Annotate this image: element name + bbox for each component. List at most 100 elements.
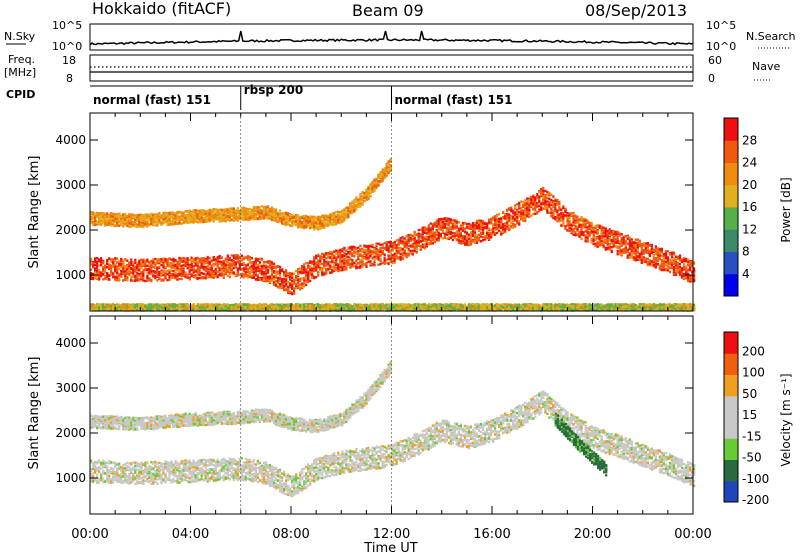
heatmap-cell: [116, 271, 119, 275]
heatmap-cell: [638, 256, 641, 259]
heatmap-cell: [397, 251, 400, 255]
heatmap-cell: [393, 258, 396, 261]
heatmap-cell: [514, 215, 517, 219]
heatmap-cell: [278, 268, 282, 271]
heatmap-cell: [154, 216, 157, 219]
heatmap-cell: [383, 254, 386, 257]
heatmap-cell: [190, 220, 193, 224]
heatmap-cell: [393, 240, 396, 244]
heatmap-cell: [174, 268, 177, 271]
heatmap-cell: [367, 244, 370, 248]
heatmap-cell: [315, 269, 318, 272]
heatmap-cell: [614, 231, 617, 235]
heatmap-cell: [325, 270, 328, 273]
heatmap-cell: [435, 219, 438, 222]
heatmap-cell: [602, 241, 605, 244]
heatmap-cell: [224, 259, 227, 262]
heatmap-cell: [439, 234, 442, 237]
heatmap-cell: [329, 250, 332, 254]
heatmap-cell: [469, 234, 473, 237]
heatmap-cell: [576, 228, 579, 231]
heatmap-cell: [437, 223, 440, 226]
heatmap-cell: [274, 274, 278, 277]
heatmap-cell: [445, 237, 448, 240]
heatmap-cell: [114, 215, 117, 219]
heatmap-cell: [220, 272, 223, 275]
heatmap-cell: [186, 216, 189, 219]
heatmap-cell: [658, 252, 661, 255]
heatmap-cell: [670, 251, 674, 254]
heatmap-cell: [608, 246, 611, 249]
heatmap-cell: [236, 271, 239, 274]
heatmap-cell: [469, 223, 473, 227]
heatmap-cell: [136, 219, 139, 223]
heatmap-cell: [146, 274, 149, 277]
heatmap-cell: [640, 261, 643, 264]
heatmap-cell: [610, 239, 613, 242]
heatmap-cell: [572, 215, 575, 218]
heatmap-cell: [351, 248, 354, 251]
heatmap-cell: [160, 274, 163, 277]
heatmap-cell: [289, 275, 292, 279]
heatmap-cell: [140, 219, 143, 222]
heatmap-cell: [164, 270, 167, 273]
heatmap-cell: [437, 227, 440, 231]
heatmap-cell: [660, 247, 663, 251]
heatmap-cell: [148, 265, 151, 268]
heatmap-cell: [568, 214, 571, 217]
heatmap-cell: [252, 261, 255, 264]
heatmap-cell: [614, 241, 617, 244]
heatmap-cell: [592, 233, 595, 236]
heatmap-cell: [532, 197, 535, 201]
heatmap-cell: [285, 269, 288, 272]
heatmap-cell: [102, 268, 105, 271]
heatmap-cell: [305, 268, 308, 271]
heatmap-cell: [682, 265, 686, 269]
heatmap-cell: [407, 252, 410, 255]
heatmap-cell: [202, 276, 205, 280]
heatmap-cell: [250, 274, 253, 277]
heatmap-cell: [449, 232, 452, 235]
heatmap-cell: [644, 258, 647, 261]
heatmap-cell: [590, 238, 593, 241]
heatmap-cell: [592, 226, 595, 229]
heatmap-cell: [445, 219, 448, 222]
heatmap-cell: [604, 239, 607, 242]
heatmap-cell: [490, 219, 493, 222]
heatmap-cell: [389, 257, 392, 261]
heatmap-cell: [504, 213, 507, 216]
heatmap-cell: [355, 266, 358, 270]
heatmap-cell: [429, 222, 432, 225]
heatmap-cell: [122, 213, 125, 216]
heatmap-cell: [602, 226, 605, 229]
heatmap-cell: [238, 255, 241, 259]
heatmap-cell: [616, 232, 619, 236]
heatmap-cell: [102, 278, 105, 281]
heatmap-cell: [443, 219, 446, 223]
heatmap-cell: [534, 197, 537, 200]
heatmap-cell: [494, 219, 497, 222]
heatmap-cell: [206, 269, 209, 272]
heatmap-cell: [206, 270, 209, 274]
heatmap-cell: [210, 267, 213, 270]
heatmap-cell: [301, 266, 304, 269]
heatmap-cell: [467, 223, 471, 226]
heatmap-cell: [393, 245, 396, 248]
heatmap-cell: [488, 231, 491, 235]
heatmap-cell: [170, 211, 173, 214]
heatmap-cell: [656, 262, 659, 266]
heatmap-cell: [473, 230, 477, 233]
heatmap-cell: [630, 243, 633, 247]
heatmap-cell: [457, 220, 460, 224]
heatmap-cell: [693, 271, 696, 274]
heatmap-cell: [98, 273, 101, 277]
heatmap-cell: [616, 235, 619, 238]
heatmap-cell: [94, 277, 97, 280]
heatmap-cell: [220, 260, 223, 264]
heatmap-cell: [666, 269, 670, 272]
heatmap-cell: [154, 261, 157, 264]
heatmap-cell: [268, 267, 272, 270]
heatmap-cell: [379, 243, 382, 246]
heatmap-cell: [691, 275, 694, 278]
heatmap-cell: [409, 249, 412, 253]
